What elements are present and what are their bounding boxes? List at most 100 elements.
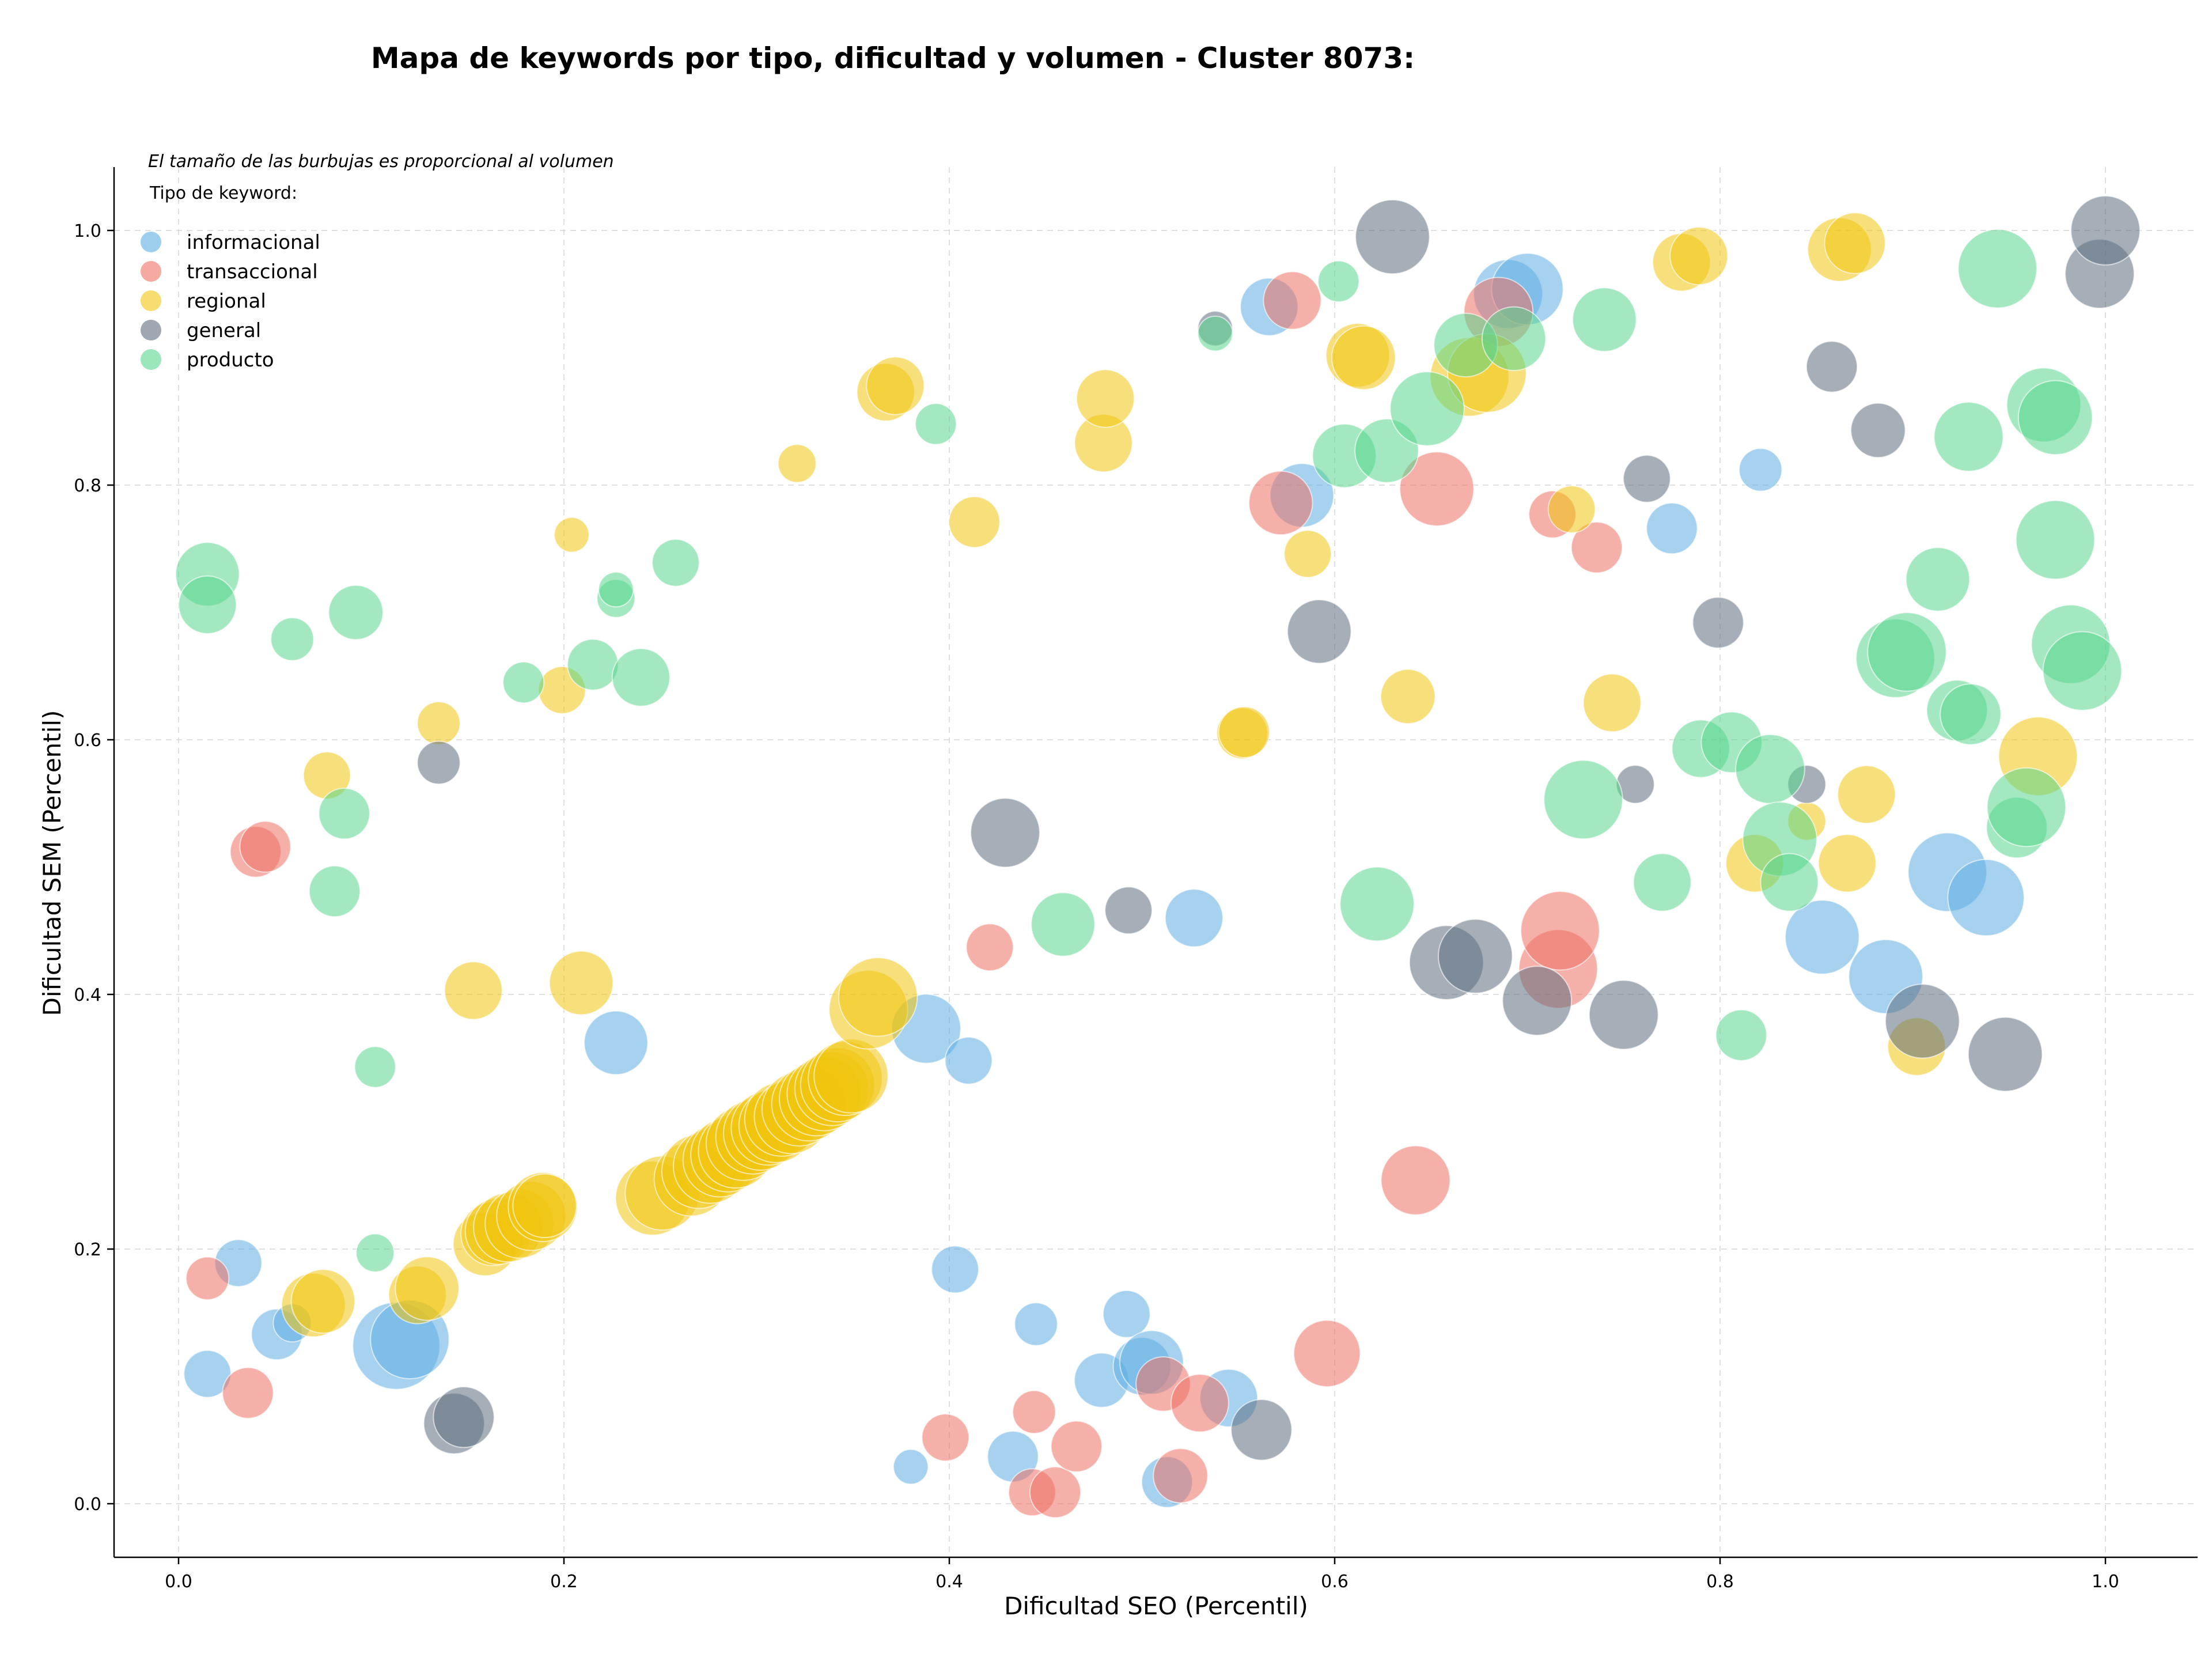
bubble-producto: [178, 575, 237, 634]
bubble-producto: [318, 788, 370, 840]
bubble-regional: [838, 957, 918, 1037]
legend-title: Tipo de keyword:: [149, 183, 297, 203]
bubble-general: [1437, 918, 1513, 994]
bubble-producto: [1986, 767, 2067, 847]
bubble-transaccional: [239, 820, 291, 873]
bubble-producto: [308, 865, 361, 918]
bubble-transaccional: [1263, 271, 1322, 330]
bubble-producto: [328, 584, 384, 641]
bubble-producto: [2017, 380, 2093, 456]
legend-marker-general: [141, 320, 161, 340]
bubble-general: [1230, 1399, 1293, 1461]
bubble-producto: [354, 1046, 396, 1088]
bubble-producto: [502, 661, 545, 704]
bubble-producto: [1940, 683, 2002, 746]
bubble-general: [1104, 886, 1153, 934]
bubble-producto: [1543, 759, 1623, 840]
bubble-transaccional: [1170, 1374, 1229, 1433]
bubble-informacional: [1014, 1302, 1058, 1346]
legend-marker-informacional: [141, 232, 161, 252]
bubble-transaccional: [1248, 470, 1313, 536]
bubble-regional: [1075, 369, 1135, 428]
bubble-regional: [866, 356, 925, 415]
bubble-general: [1885, 983, 1960, 1059]
bubble-producto: [1572, 287, 1637, 352]
chart-title: Mapa de keywords por tipo, dificultad y …: [371, 41, 1415, 75]
bubble-general: [970, 797, 1040, 868]
y-tick-label: 0.8: [74, 476, 101, 496]
bubble-producto: [1715, 1009, 1767, 1061]
y-tick-label: 0.0: [74, 1494, 101, 1515]
bubble-general: [1623, 455, 1671, 503]
x-axis-label: Dificultad SEO (Percentil): [1004, 1592, 1308, 1620]
x-tick-label: 0.8: [1706, 1572, 1734, 1592]
bubble-informacional: [893, 1448, 929, 1485]
bubble-producto: [915, 403, 957, 445]
bubble-regional: [813, 1038, 889, 1114]
bubble-regional: [948, 495, 1001, 548]
y-tick-label: 0.2: [74, 1240, 101, 1260]
bubble-producto: [270, 617, 315, 661]
y-tick-label: 0.6: [74, 731, 101, 751]
legend-label-informacional: informacional: [187, 231, 320, 254]
bubble-transaccional: [1012, 1390, 1056, 1434]
series-regional: [281, 212, 2078, 1338]
x-tick-label: 0.6: [1321, 1572, 1349, 1592]
bubble-general: [1967, 1016, 2043, 1092]
x-tick-label: 1.0: [2092, 1572, 2119, 1592]
bubble-producto: [2042, 631, 2123, 711]
bubble-producto: [1867, 612, 1947, 692]
legend-marker-producto: [141, 349, 161, 370]
bubble-general: [2070, 195, 2141, 266]
bubble-informacional: [1164, 888, 1224, 948]
bubble-regional: [1817, 834, 1877, 893]
bubble-producto: [1933, 402, 2004, 472]
bubble-producto: [355, 1233, 395, 1273]
bubble-informacional: [1947, 858, 2025, 937]
legend-label-regional: regional: [187, 290, 266, 313]
bubble-producto: [652, 539, 700, 587]
bubble-transaccional: [1570, 521, 1623, 574]
x-tick-label: 0.4: [935, 1572, 963, 1592]
bubble-informacional: [944, 1036, 993, 1085]
bubble-informacional: [584, 1010, 649, 1076]
bubble-transaccional: [1380, 1145, 1451, 1216]
bubble-producto: [1197, 315, 1233, 352]
legend-marker-regional: [141, 290, 161, 311]
legend-marker-transaccional: [141, 261, 161, 282]
bubble-producto: [1481, 306, 1547, 372]
bubble-transaccional: [1029, 1466, 1082, 1519]
bubble-informacional: [1738, 448, 1783, 492]
legend-label-transaccional: transaccional: [187, 260, 318, 283]
bubble-producto: [1735, 733, 1805, 804]
bubble-informacional: [1785, 899, 1860, 975]
bubble-producto: [2015, 500, 2096, 580]
bubble-transaccional: [1153, 1448, 1209, 1504]
bubble-transaccional: [1399, 451, 1475, 527]
bubble-producto: [1389, 371, 1465, 447]
axis-layer: [113, 167, 2198, 1558]
bubble-regional: [1380, 668, 1436, 725]
bubble-producto: [1339, 866, 1415, 942]
bubble-general: [1692, 596, 1744, 649]
bubble-regional: [777, 444, 817, 483]
bubble-producto: [1760, 853, 1819, 912]
series-transaccional: [185, 271, 1623, 1519]
bubble-producto: [1633, 853, 1692, 912]
tick-layer: 0.0 0.2 0.4 0.6 0.8 1.0 0.0 0.2 0.4 0.6 0.8 1.0: [74, 221, 2119, 1592]
bubble-general: [1850, 402, 1906, 459]
bubble-transaccional: [1293, 1319, 1361, 1387]
bubble-producto: [598, 572, 634, 608]
bubble-general: [1805, 340, 1858, 393]
bubble-general: [433, 1386, 495, 1448]
bubble-producto: [1957, 229, 2037, 309]
bubble-transaccional: [185, 1256, 230, 1300]
bubble-general: [1355, 199, 1430, 275]
bubble-transaccional: [965, 923, 1014, 972]
bubble-regional: [416, 701, 461, 746]
bubble-regional: [1837, 765, 1896, 824]
bubble-regional: [1547, 485, 1596, 534]
bubble-regional: [1582, 673, 1642, 732]
bubble-regional: [1283, 529, 1332, 578]
